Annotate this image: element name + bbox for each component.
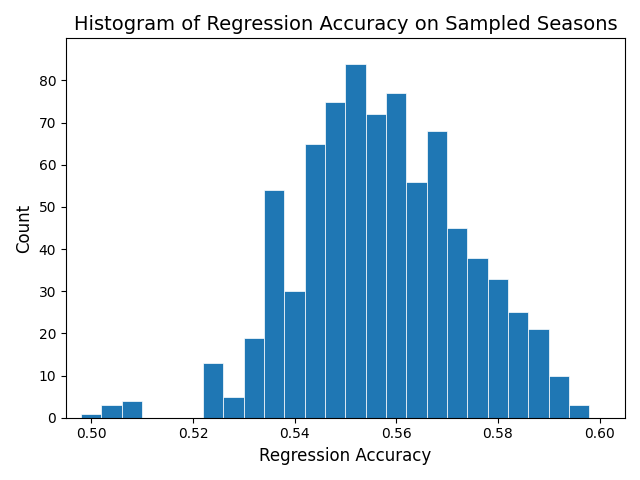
- Bar: [81, 413, 102, 418]
- Title: Histogram of Regression Accuracy on Sampled Seasons: Histogram of Regression Accuracy on Samp…: [74, 15, 617, 34]
- Bar: [325, 102, 346, 418]
- Bar: [346, 64, 366, 418]
- Bar: [223, 396, 244, 418]
- Bar: [102, 405, 122, 418]
- Y-axis label: Count: Count: [15, 204, 33, 252]
- Bar: [284, 291, 305, 418]
- Bar: [305, 144, 325, 418]
- Bar: [508, 312, 529, 418]
- Bar: [203, 363, 223, 418]
- Bar: [244, 337, 264, 418]
- Bar: [488, 278, 508, 418]
- Bar: [529, 329, 548, 418]
- Bar: [264, 190, 284, 418]
- Bar: [548, 375, 569, 418]
- Bar: [406, 181, 427, 418]
- Bar: [427, 131, 447, 418]
- Bar: [386, 93, 406, 418]
- Bar: [122, 401, 142, 418]
- Bar: [569, 405, 589, 418]
- X-axis label: Regression Accuracy: Regression Accuracy: [259, 447, 431, 465]
- Bar: [447, 228, 467, 418]
- Bar: [467, 258, 488, 418]
- Bar: [366, 114, 386, 418]
